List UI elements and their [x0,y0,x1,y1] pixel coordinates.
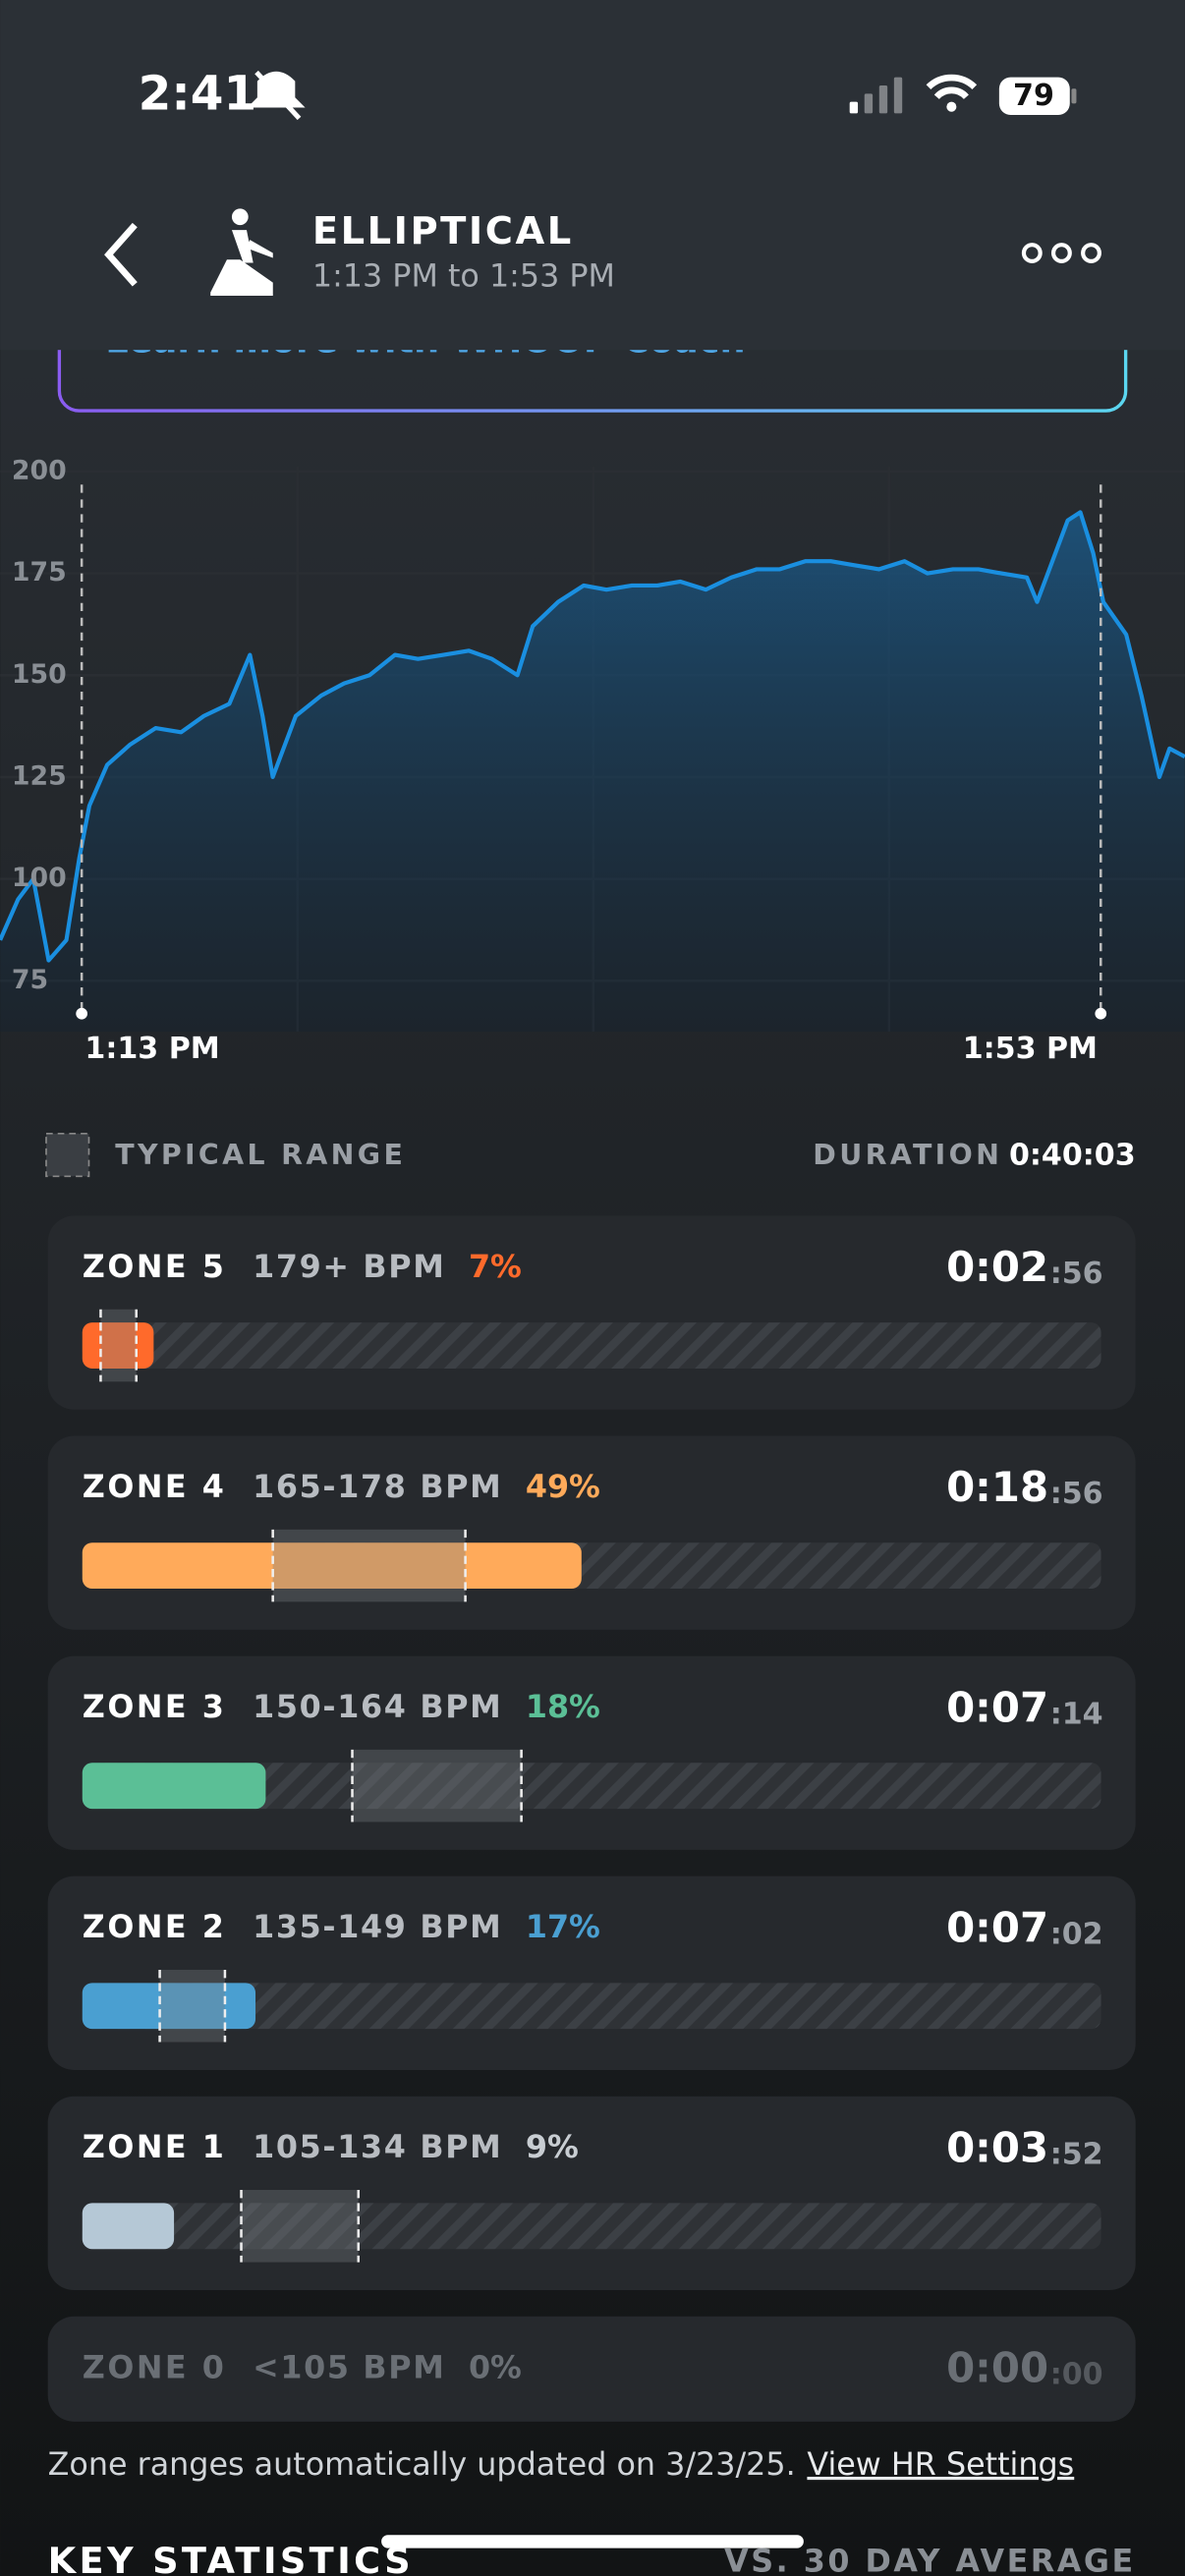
zone-percent: 0% [469,2350,522,2385]
typical-label: TYPICAL RANGE [115,1139,406,1171]
hr-area [0,512,1185,1033]
zone-track [82,1983,1101,2030]
zone-range: 135-149 BPM [253,1910,502,1945]
hr-line [0,510,1185,963]
zone-time: 0:07 [946,1903,1048,1951]
wifi-icon [926,74,978,100]
session-marker-dot [1095,1007,1107,1020]
workout-title: ELLIPTICAL [312,209,574,253]
section-title: KEY STATISTICS [48,2540,414,2576]
zone-seconds: :00 [1050,2357,1103,2391]
zone-range: <105 BPM [253,2350,445,2385]
y-tick-label: 200 [12,455,67,485]
zone-note: Zone ranges automatically updated on 3/2… [48,2447,796,2483]
zone-name: ZONE 0 [83,2350,227,2385]
zone-card [47,2316,1136,2422]
zone-seconds: :14 [1050,1697,1103,1731]
zone-seconds: :02 [1050,1917,1103,1951]
zone-percent: 17% [526,1910,600,1945]
more-button[interactable] [1021,243,1101,263]
zone-bar [82,1983,256,2030]
zone-time: 0:03 [946,2123,1048,2171]
zone-range: 165-178 BPM [253,1470,502,1505]
typical-range [241,2190,359,2263]
compare-label: VS. 30 DAY AVERAGE [724,2545,1136,2576]
duration-label: DURATION [813,1139,1002,1171]
elliptical-icon [210,208,273,296]
status-time: 2:41 [139,67,257,122]
header-bg [0,0,1185,351]
zone-name: ZONE 1 [83,2130,227,2165]
zone-time: 0:18 [946,1463,1048,1511]
zone-percent: 7% [469,1250,522,1285]
zone-name: ZONE 2 [83,1910,227,1945]
signal-icon [849,77,903,114]
mute-icon [247,70,306,121]
home-indicator [381,2535,804,2548]
zone-range: 105-134 BPM [253,2130,502,2165]
zone-percent: 49% [526,1470,600,1505]
typical-range [352,1749,522,1822]
wifi-dot [946,101,957,112]
zone-percent: 9% [526,2130,579,2165]
zone-time: 0:07 [946,1683,1048,1731]
battery-cap [1071,88,1077,104]
y-tick-label: 150 [12,659,67,690]
zone-seconds: :52 [1050,2137,1103,2171]
zone-bar [82,2203,175,2250]
typical-range [100,1309,137,1382]
hr-settings-link[interactable]: View HR Settings [807,2447,1074,2483]
y-tick-label: 100 [12,863,67,893]
y-tick-label: 175 [12,557,67,588]
zone-name: ZONE 5 [83,1250,227,1285]
battery-level: 79 [1013,79,1054,113]
typical-range [272,1529,466,1602]
x-tick-label: 1:13 PM [85,1032,219,1066]
x-tick-label: 1:53 PM [963,1032,1098,1066]
zone-range: 179+ BPM [253,1250,445,1285]
back-button[interactable] [104,222,138,287]
zone-track [82,2203,1101,2250]
zone-time: 0:00 [946,2343,1048,2391]
y-tick-label: 125 [12,760,67,791]
zone-name: ZONE 4 [83,1470,227,1505]
workout-time: 1:13 PM to 1:53 PM [312,259,615,295]
zone-bar [82,1542,582,1590]
zone-seconds: :56 [1050,1257,1103,1291]
zone-time: 0:02 [946,1243,1048,1291]
typical-range [159,1969,225,2043]
zone-bar [82,1763,266,1810]
zone-seconds: :56 [1050,1477,1103,1511]
zone-track [82,1322,1101,1369]
zone-name: ZONE 3 [83,1690,227,1725]
zone-percent: 18% [526,1690,600,1725]
typical-swatch [45,1132,90,1178]
zone-track [82,1763,1101,1810]
y-tick-label: 75 [12,965,48,995]
zone-range: 150-164 BPM [253,1690,502,1725]
duration-value: 0:40:03 [1009,1139,1136,1173]
session-marker-dot [76,1007,87,1020]
battery [998,77,1070,116]
hr-chart: 75 100 125 150 175 200 1:13 PM 1:53 PM [0,455,1185,1066]
